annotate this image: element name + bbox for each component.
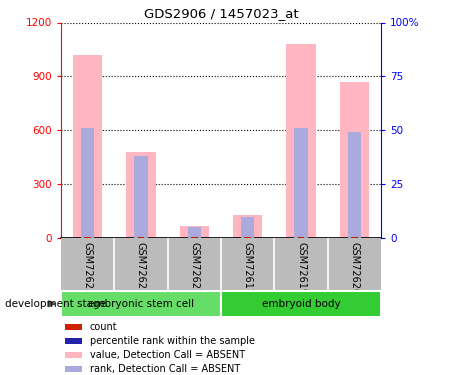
Bar [340, 82, 369, 238]
Text: GSM72619: GSM72619 [296, 242, 306, 295]
Text: GSM72627: GSM72627 [189, 242, 199, 295]
Bar [65, 366, 82, 372]
Bar [65, 338, 82, 344]
Bar [81, 128, 94, 238]
Text: count: count [90, 322, 118, 332]
Text: percentile rank within the sample: percentile rank within the sample [90, 336, 255, 346]
Text: GSM72617: GSM72617 [243, 242, 253, 295]
Bar [73, 55, 102, 238]
Bar [138, 237, 144, 238]
Text: embryoid body: embryoid body [262, 299, 341, 309]
Bar [241, 217, 254, 238]
Bar [191, 237, 198, 238]
Bar [298, 237, 304, 238]
Bar [188, 227, 201, 238]
Text: value, Detection Call = ABSENT: value, Detection Call = ABSENT [90, 350, 245, 360]
Bar [84, 237, 91, 238]
Bar [65, 352, 82, 358]
Bar [286, 44, 316, 238]
Bar [244, 237, 251, 238]
Bar [233, 215, 262, 238]
Text: GSM72620: GSM72620 [350, 242, 359, 295]
Bar [65, 324, 82, 330]
Bar [179, 226, 209, 238]
Text: embryonic stem cell: embryonic stem cell [88, 299, 194, 309]
Bar [134, 156, 147, 238]
Bar [61, 291, 221, 317]
Bar [221, 291, 381, 317]
Bar [351, 237, 358, 238]
Title: GDS2906 / 1457023_at: GDS2906 / 1457023_at [144, 7, 298, 20]
Text: rank, Detection Call = ABSENT: rank, Detection Call = ABSENT [90, 364, 240, 374]
Bar [348, 132, 361, 238]
Text: development stage: development stage [5, 299, 106, 309]
Bar [295, 128, 308, 238]
Text: GSM72625: GSM72625 [136, 242, 146, 295]
Bar [126, 152, 156, 238]
Text: GSM72623: GSM72623 [83, 242, 92, 295]
